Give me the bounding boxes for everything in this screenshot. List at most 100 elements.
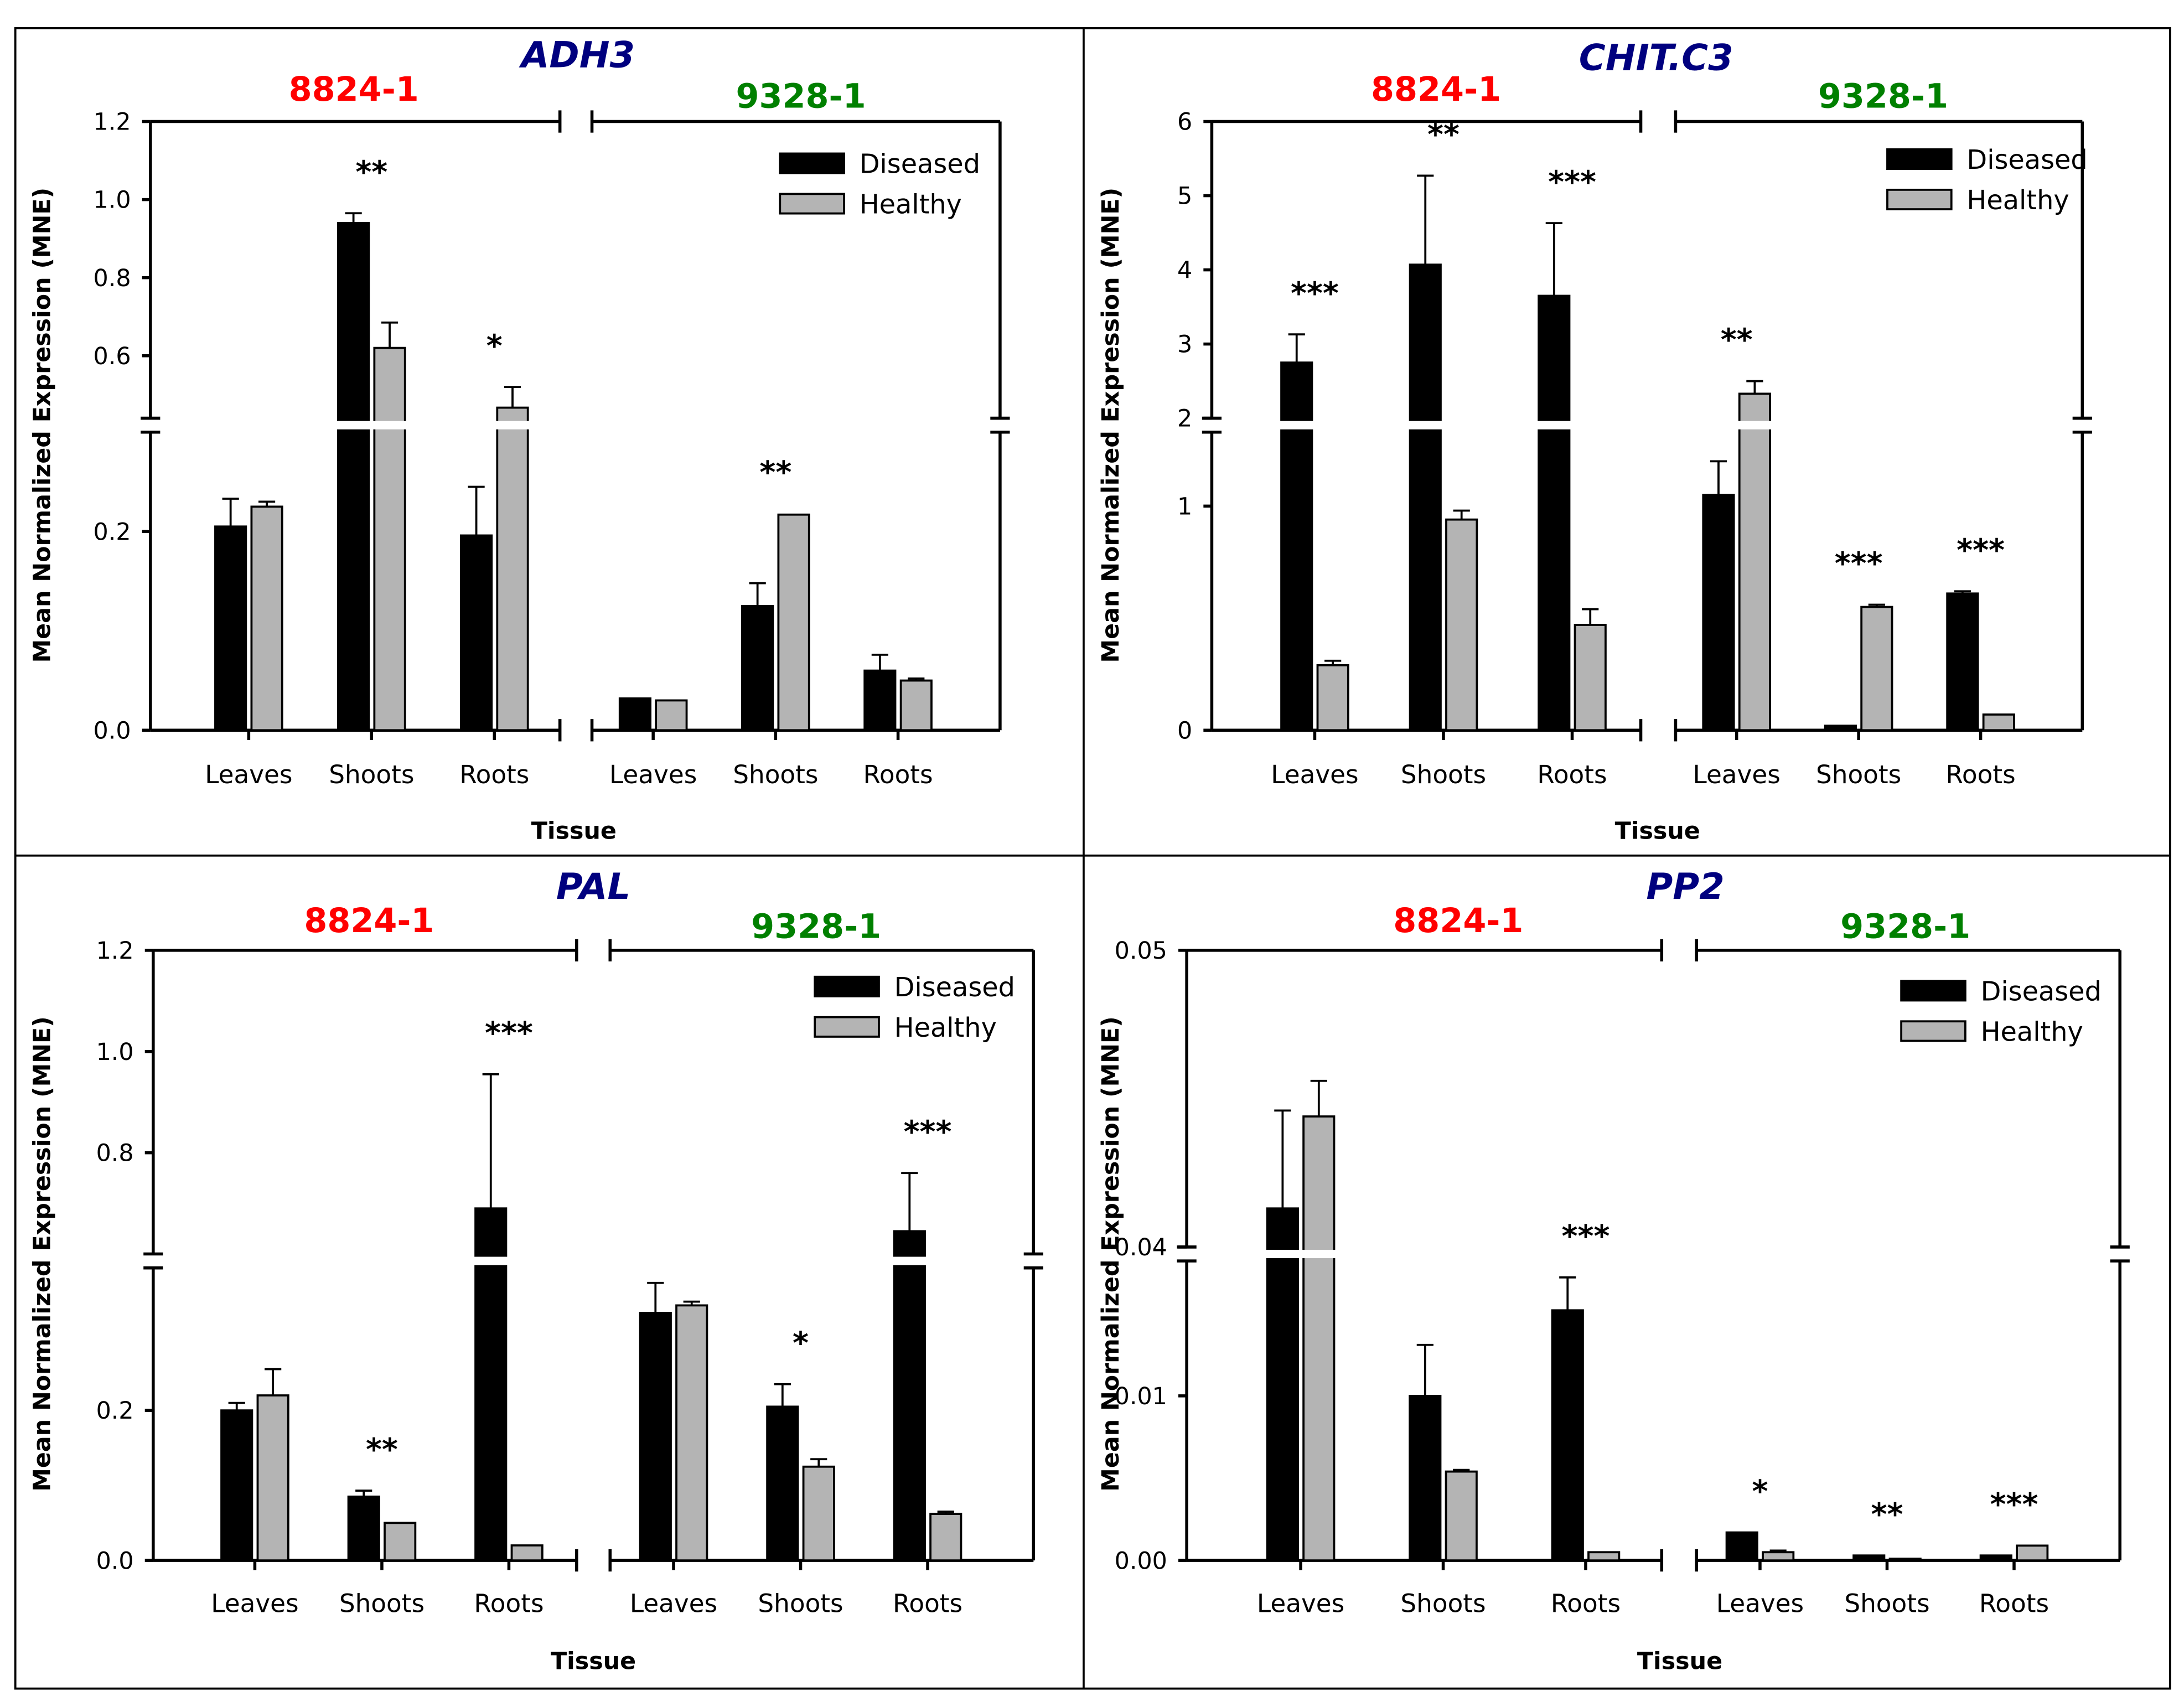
diseased-bar — [460, 534, 493, 732]
legend-label-diseased: Diseased — [1981, 976, 2102, 1007]
y-tick-label: 5 — [1177, 183, 1192, 210]
x-category-label: Shoots — [1844, 1589, 1929, 1618]
genotype-label: 8824-1 — [1371, 70, 1501, 109]
diseased-bar — [1725, 1531, 1758, 1562]
healthy-bar — [1738, 392, 1771, 732]
healthy-bar — [384, 1522, 417, 1562]
x-axis-label: Tissue — [1637, 1647, 1722, 1675]
x-category-label: Roots — [863, 760, 933, 789]
y-tick-label: 0 — [1177, 717, 1192, 744]
significance-marker: *** — [1291, 276, 1339, 312]
legend-label-healthy: Healthy — [1981, 1017, 2083, 1047]
x-category-label: Leaves — [1257, 1589, 1344, 1618]
x-category-label: Leaves — [1716, 1589, 1804, 1618]
x-category-label: Leaves — [1271, 760, 1358, 789]
x-axis-label: Tissue — [1615, 818, 1700, 845]
figure-border — [14, 27, 2171, 1690]
y-tick-label: 0.01 — [1115, 1383, 1167, 1410]
diseased-bar — [1409, 263, 1442, 732]
y-axis-label: Mean Normalized Expression (MNE) — [29, 1016, 56, 1492]
healthy-bar — [777, 513, 810, 732]
x-category-label: Roots — [1537, 760, 1607, 789]
healthy-bar — [1316, 664, 1349, 732]
x-category-label: Leaves — [630, 1589, 717, 1618]
legend-swatch-healthy — [1900, 1020, 1966, 1042]
x-axis-label: Tissue — [531, 818, 617, 845]
diseased-bar — [893, 1230, 926, 1562]
significance-marker: *** — [1990, 1487, 2038, 1523]
x-category-label: Shoots — [1816, 760, 1901, 789]
x-category-label: Roots — [1979, 1589, 2049, 1618]
x-category-label: Shoots — [329, 760, 414, 789]
x-category-label: Leaves — [211, 1589, 298, 1618]
significance-marker: ** — [355, 155, 387, 190]
x-category-label: Roots — [474, 1589, 544, 1618]
bar-break-gap — [1738, 421, 1772, 430]
significance-marker: ** — [366, 1432, 398, 1468]
significance-marker: ** — [759, 456, 791, 491]
y-tick-label: 4 — [1177, 257, 1192, 284]
significance-marker: * — [793, 1326, 809, 1361]
diseased-bar — [766, 1405, 799, 1562]
healthy-bar — [1587, 1551, 1621, 1562]
y-tick-label: 1.0 — [96, 1038, 134, 1066]
significance-marker: * — [487, 329, 503, 364]
y-tick-label: 2 — [1177, 405, 1192, 433]
legend-label-diseased: Diseased — [860, 149, 980, 180]
y-tick-label: 0.0 — [96, 1547, 134, 1575]
chart-panel-adh3: 0.0 0.2 0.6 0.8 1.0 1.2 Leaves Shoots ** Roots * 88… — [29, 34, 1010, 845]
healthy-bar — [1982, 713, 2015, 732]
diseased-bar — [741, 604, 774, 732]
legend-label-healthy: Healthy — [1966, 185, 2069, 216]
healthy-bar — [250, 505, 283, 732]
genotype-label: 9328-1 — [736, 77, 866, 116]
bar-break-gap — [1409, 421, 1442, 430]
significance-marker: ** — [1427, 117, 1460, 153]
y-tick-label: 3 — [1177, 331, 1192, 359]
legend-label-healthy: Healthy — [860, 190, 962, 220]
diseased-bar — [474, 1207, 508, 1562]
diseased-bar — [347, 1496, 380, 1562]
diseased-bar — [1979, 1554, 2012, 1562]
bar-break-gap — [1302, 1249, 1336, 1259]
genotype-label: 8824-1 — [1393, 902, 1523, 940]
genotype-label: 9328-1 — [1840, 907, 1970, 946]
y-tick-label: 0.8 — [94, 265, 131, 292]
x-category-label: Leaves — [609, 760, 697, 789]
significance-marker: *** — [1562, 1219, 1610, 1254]
healthy-bar — [496, 406, 529, 732]
legend-label-diseased: Diseased — [1966, 145, 2087, 175]
bar-break-gap — [337, 421, 370, 430]
diseased-bar — [618, 697, 652, 732]
diseased-bar — [1538, 294, 1571, 732]
x-category-label: Leaves — [205, 760, 292, 789]
significance-marker: *** — [1548, 165, 1596, 200]
genotype-label: 9328-1 — [1818, 77, 1948, 116]
legend-swatch-healthy — [814, 1016, 880, 1038]
bar-break-gap — [1537, 421, 1571, 430]
legend-label-healthy: Healthy — [894, 1013, 997, 1043]
healthy-bar — [802, 1465, 835, 1562]
y-tick-label: 0.6 — [94, 343, 131, 370]
healthy-bar — [510, 1544, 544, 1562]
healthy-bar — [1762, 1551, 1795, 1562]
chart-panel-pal: 0.0 0.2 0.8 1.0 1.2 Leaves Shoots ** Roots *** 882… — [29, 866, 1043, 1675]
x-category-label: Roots — [459, 760, 529, 789]
bar-break-gap — [495, 421, 530, 430]
diseased-bar — [1824, 725, 1857, 732]
significance-marker: ** — [1721, 323, 1753, 358]
healthy-bar — [899, 679, 933, 732]
diseased-bar — [1946, 592, 1979, 732]
diseased-bar — [1409, 1394, 1442, 1562]
healthy-bar — [2016, 1544, 2049, 1562]
healthy-bar — [1445, 518, 1478, 732]
x-category-label: Roots — [893, 1589, 962, 1618]
x-category-label: Roots — [1551, 1589, 1621, 1618]
chart-title: PAL — [556, 866, 630, 908]
significance-marker: * — [1752, 1474, 1768, 1509]
healthy-bar — [1860, 606, 1893, 732]
y-tick-label: 1.2 — [96, 937, 134, 965]
diseased-bar — [1280, 361, 1313, 732]
